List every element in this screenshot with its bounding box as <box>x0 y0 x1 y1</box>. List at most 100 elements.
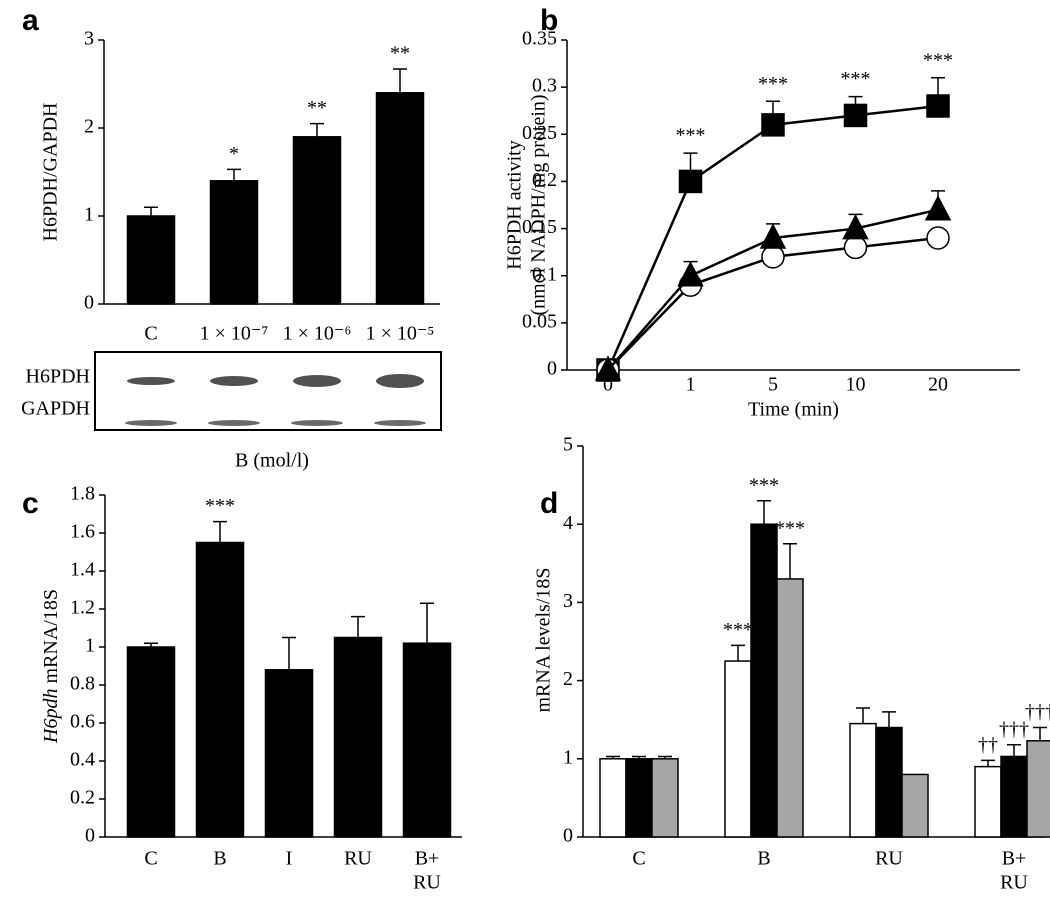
error-bar <box>144 206 158 216</box>
bar <box>875 726 903 838</box>
blot-box <box>94 351 442 431</box>
bar <box>750 523 778 838</box>
marker <box>842 213 869 240</box>
panel-letter: a <box>22 4 39 37</box>
annotation: ††† <box>999 718 1029 740</box>
bar <box>292 136 342 305</box>
annotation: *** <box>676 125 706 147</box>
y-axis-label: H6pdh mRNA/18S <box>40 589 62 744</box>
error-bar <box>606 755 620 759</box>
blot-band <box>376 374 424 388</box>
bar <box>599 758 627 838</box>
y-tick-label: 1 <box>563 746 573 768</box>
y-tick-label: 0.25 <box>522 122 557 144</box>
error-bar <box>658 755 672 759</box>
bar <box>901 773 929 838</box>
marker <box>926 94 950 118</box>
error-bar <box>1007 743 1021 757</box>
blot-band <box>374 420 426 426</box>
bar <box>126 215 176 305</box>
marker <box>761 245 785 269</box>
y-tick-label: 2 <box>84 116 94 138</box>
x-tick-label: C <box>144 848 157 870</box>
annotation: ††† <box>1025 701 1050 723</box>
y-tick-label: 0 <box>563 825 573 847</box>
error-bar <box>783 543 797 579</box>
y-tick-label: 0.6 <box>70 711 95 733</box>
y-axis-label-italic: H6pdh <box>40 689 62 744</box>
error-bar <box>731 644 745 662</box>
blot-band <box>127 377 175 385</box>
blot-band <box>208 420 260 426</box>
x-tick-label: RU <box>1000 872 1028 894</box>
x-axis-label: Time (min) <box>748 399 839 421</box>
y-tick-label: 1.2 <box>70 597 95 619</box>
x-tick-label: RU <box>413 872 441 894</box>
error-bar <box>227 168 241 181</box>
y-tick-label: 1 <box>84 204 94 226</box>
y-tick-label: 1.6 <box>70 521 95 543</box>
error-bar <box>882 711 896 728</box>
marker <box>761 113 785 137</box>
marker <box>924 195 952 221</box>
bar <box>724 660 752 838</box>
bar <box>974 765 1002 838</box>
bar <box>375 92 425 305</box>
error-bar <box>632 755 646 759</box>
bar <box>209 180 259 305</box>
y-axis-label: mRNA levels/18S <box>533 567 555 712</box>
annotation: *** <box>749 474 779 496</box>
x-tick-label: 1 × 10⁻⁵ <box>366 323 435 345</box>
annotation: *** <box>723 619 753 641</box>
error-bar <box>981 759 995 767</box>
y-tick-label: 0.2 <box>532 169 557 191</box>
annotation: *** <box>841 68 871 90</box>
x-tick-label: 10 <box>846 374 866 396</box>
bar <box>1000 755 1028 838</box>
x-tick-label: I <box>286 848 293 870</box>
bar <box>402 642 452 838</box>
y-tick-label: 3 <box>563 590 573 612</box>
x-tick-label: 1 × 10⁻⁷ <box>200 323 269 345</box>
y-tick-label: 0.15 <box>522 216 557 238</box>
marker <box>926 226 950 250</box>
error-bar <box>213 520 227 543</box>
y-axis-label-rest: mRNA/18S <box>40 589 62 683</box>
y-tick-label: 0.35 <box>522 28 557 50</box>
error-bar <box>420 602 434 644</box>
y-tick-label: 0.1 <box>532 263 557 285</box>
annotation: *** <box>205 495 235 517</box>
annotation: *** <box>923 49 953 71</box>
blot-band <box>210 376 258 386</box>
marker <box>843 235 868 260</box>
bar <box>195 541 245 838</box>
marker <box>677 261 704 287</box>
error-bar <box>1033 726 1047 741</box>
annotation: *** <box>758 73 788 95</box>
error-bar <box>757 499 771 525</box>
annotation: †† <box>978 734 998 756</box>
bar <box>1026 740 1050 838</box>
marker <box>843 103 868 128</box>
annotation: * <box>229 143 239 165</box>
x-tick-label: 0 <box>603 374 613 396</box>
x-tick-label: RU <box>344 848 372 870</box>
error-bar <box>310 122 324 137</box>
x-tick-label: B+ <box>1002 848 1027 870</box>
x-tick-label: 1 <box>686 374 696 396</box>
panel-letter: d <box>540 487 558 520</box>
y-tick-label: 0.05 <box>522 310 557 332</box>
x-tick-label: RU <box>875 848 903 870</box>
marker <box>594 355 622 381</box>
annotation: *** <box>775 517 805 539</box>
y-tick-label: 0.8 <box>70 673 95 695</box>
y-tick-label: 0 <box>547 358 557 380</box>
error-bar <box>393 68 407 93</box>
marker <box>678 169 703 194</box>
blot-label: H6PDH <box>26 366 90 388</box>
error-bar <box>282 636 296 670</box>
blot-label: GAPDH <box>21 398 90 420</box>
error-bar <box>144 642 158 647</box>
error-bar <box>856 707 870 724</box>
